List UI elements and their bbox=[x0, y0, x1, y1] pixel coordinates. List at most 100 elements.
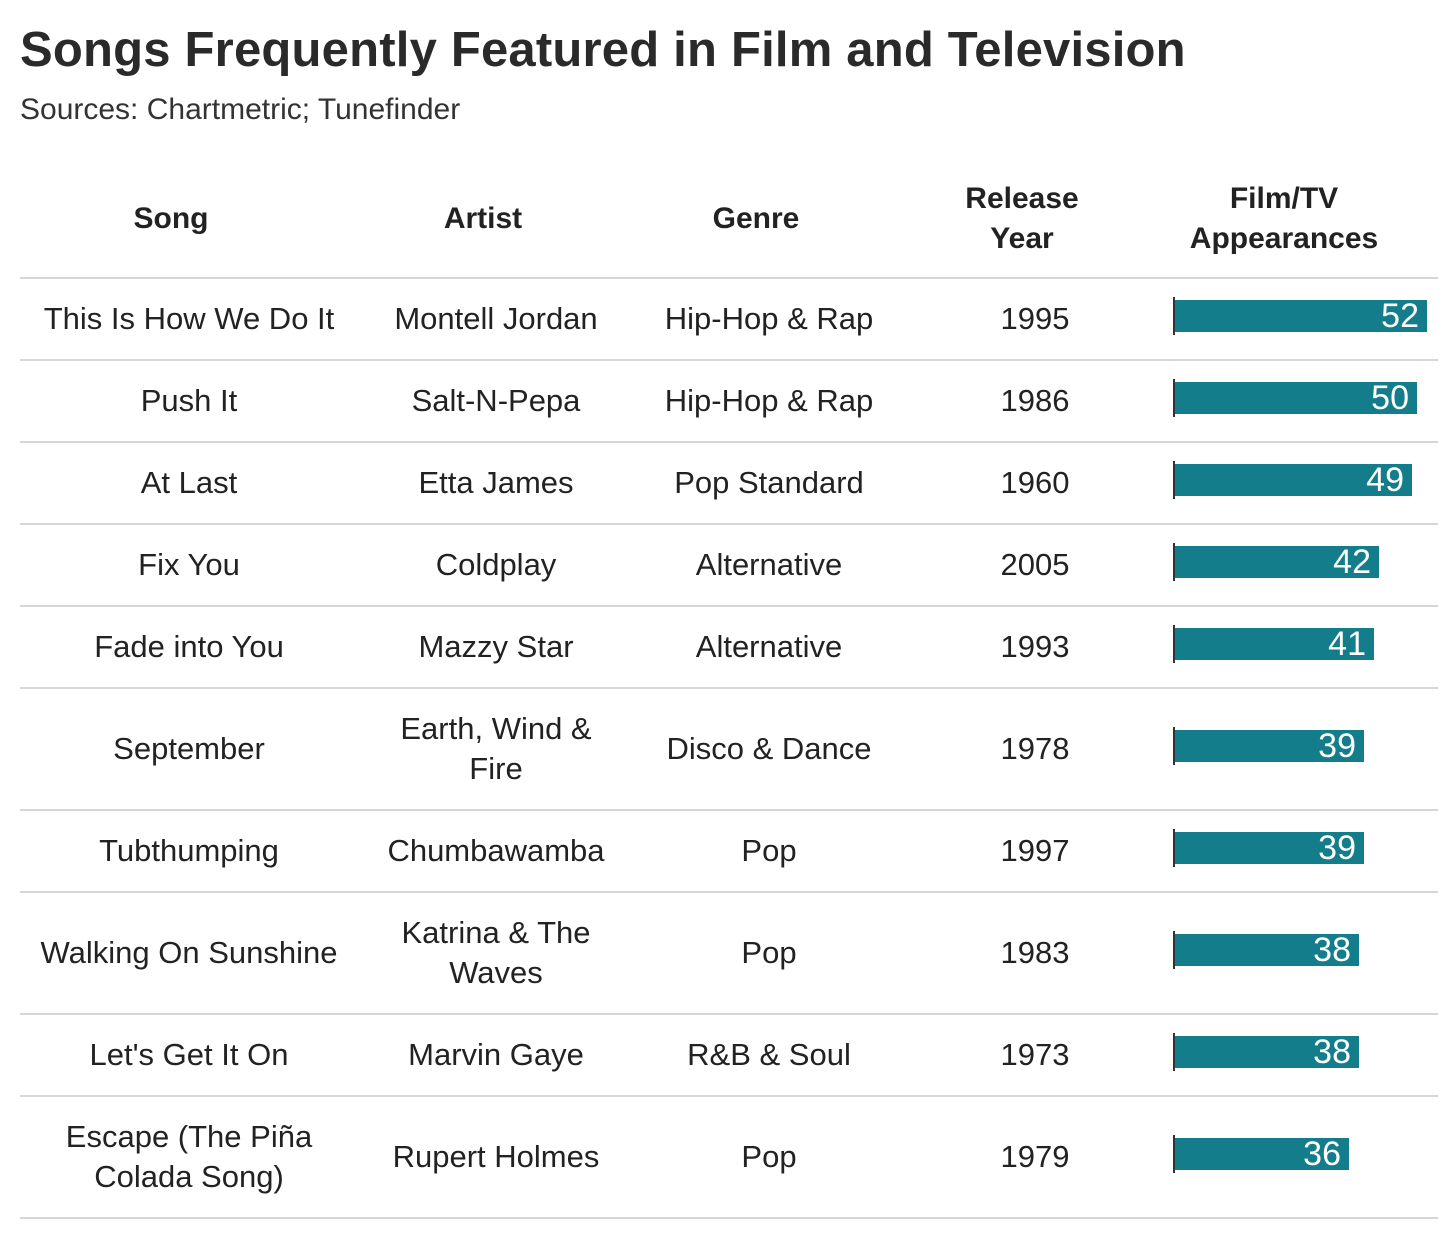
header-genre: Genre bbox=[634, 160, 904, 279]
table-header-row: Song Artist Genre Release Year Film/TV A… bbox=[20, 160, 1438, 279]
year-cell: 1979 bbox=[904, 1096, 1166, 1219]
artist-cell-text: Salt-N-Pepa bbox=[411, 383, 581, 418]
artist-cell: Montell Jordan bbox=[358, 278, 634, 361]
artist-cell: Etta James bbox=[358, 442, 634, 525]
genre-cell-text: Pop bbox=[741, 1139, 797, 1174]
bar-axis-tick bbox=[1173, 297, 1175, 335]
genre-cell-text: Pop Standard bbox=[674, 465, 864, 500]
song-cell-text: Tubthumping bbox=[99, 833, 279, 868]
bar-value-label: 52 bbox=[1381, 297, 1419, 335]
genre-cell-text: Pop bbox=[741, 833, 797, 868]
bar-axis-tick bbox=[1173, 727, 1175, 765]
header-release-year: Release Year bbox=[904, 160, 1166, 279]
header-release-year-line1: Release bbox=[965, 181, 1079, 215]
year-cell: 2005 bbox=[904, 524, 1166, 607]
year-cell-text: 2005 bbox=[1000, 547, 1070, 582]
appearances-cell: 41 bbox=[1166, 606, 1438, 689]
songs-table: Song Artist Genre Release Year Film/TV A… bbox=[20, 160, 1438, 1219]
bar-value-label: 38 bbox=[1313, 931, 1351, 969]
year-cell: 1993 bbox=[904, 606, 1166, 689]
appearances-cell: 36 bbox=[1166, 1096, 1438, 1219]
table-row: Walking On Sunshine Katrina & The Waves Po… bbox=[20, 892, 1438, 1015]
header-appearances: Film/TV Appearances bbox=[1166, 160, 1438, 279]
table-row: Escape (The Piña Colada Song) Rupert Holm… bbox=[20, 1096, 1438, 1219]
bar-axis-tick bbox=[1173, 625, 1175, 663]
appearances-bar: 38 bbox=[1175, 1033, 1359, 1071]
artist-cell: Chumbawamba bbox=[358, 810, 634, 893]
appearances-bar: 49 bbox=[1175, 461, 1412, 499]
song-cell: Fix You bbox=[20, 524, 358, 607]
song-cell-text: September bbox=[113, 731, 265, 766]
appearances-cell: 38 bbox=[1166, 892, 1438, 1015]
genre-cell: Pop Standard bbox=[634, 442, 904, 525]
song-cell: This Is How We Do It bbox=[20, 278, 358, 361]
chart-subtitle: Sources: Chartmetric; Tunefinder bbox=[20, 93, 461, 126]
artist-cell: Rupert Holmes bbox=[358, 1096, 634, 1219]
song-cell: Push It bbox=[20, 360, 358, 443]
appearances-bar: 41 bbox=[1175, 625, 1374, 663]
table-row: September Earth, Wind & Fire Disco & Dance… bbox=[20, 688, 1438, 811]
appearances-bar: 42 bbox=[1175, 543, 1379, 581]
artist-cell: Katrina & The Waves bbox=[358, 892, 634, 1015]
year-cell: 1997 bbox=[904, 810, 1166, 893]
song-cell-text: Fade into You bbox=[94, 629, 284, 664]
table-row: Fix You Coldplay Alternative 2005 42 bbox=[20, 524, 1438, 607]
song-cell-text: This Is How We Do It bbox=[43, 301, 335, 336]
song-cell: September bbox=[20, 688, 358, 811]
bar-value-label: 39 bbox=[1318, 829, 1356, 867]
table-row: Tubthumping Chumbawamba Pop 1997 39 bbox=[20, 810, 1438, 893]
artist-cell-text: Coldplay bbox=[435, 547, 557, 582]
artist-cell-text: Etta James bbox=[418, 465, 574, 500]
song-cell: Escape (The Piña Colada Song) bbox=[20, 1096, 358, 1219]
bar-axis-tick bbox=[1173, 1033, 1175, 1071]
bar-axis-tick bbox=[1173, 931, 1175, 969]
genre-cell: Alternative bbox=[634, 606, 904, 689]
bar-wrapper: 36 bbox=[1173, 1135, 1434, 1176]
year-cell-text: 1995 bbox=[1000, 301, 1070, 336]
genre-cell-text: R&B & Soul bbox=[687, 1037, 851, 1072]
year-cell: 1960 bbox=[904, 442, 1166, 525]
table-row: Let's Get It On Marvin Gaye R&B & Soul 1973… bbox=[20, 1014, 1438, 1097]
artist-cell-text: Katrina & The Waves bbox=[401, 915, 591, 990]
bar-value-label: 49 bbox=[1366, 461, 1404, 499]
table-row: At Last Etta James Pop Standard 1960 49 bbox=[20, 442, 1438, 525]
appearances-cell: 42 bbox=[1166, 524, 1438, 607]
header-appearances-line2: Appearances bbox=[1189, 221, 1379, 255]
song-cell: Walking On Sunshine bbox=[20, 892, 358, 1015]
artist-cell-text: Earth, Wind & Fire bbox=[400, 711, 592, 786]
genre-cell-text: Hip-Hop & Rap bbox=[664, 301, 874, 336]
year-cell-text: 1983 bbox=[1000, 935, 1070, 970]
bar-wrapper: 52 bbox=[1173, 297, 1434, 338]
bar-axis-tick bbox=[1173, 461, 1175, 499]
appearances-bar: 38 bbox=[1175, 931, 1359, 969]
artist-cell: Earth, Wind & Fire bbox=[358, 688, 634, 811]
bar-wrapper: 38 bbox=[1173, 931, 1434, 972]
song-cell-text: Push It bbox=[140, 383, 238, 418]
year-cell-text: 1960 bbox=[1000, 465, 1070, 500]
year-cell: 1978 bbox=[904, 688, 1166, 811]
bar-value-label: 36 bbox=[1303, 1135, 1341, 1173]
genre-cell: Disco & Dance bbox=[634, 688, 904, 811]
appearances-cell: 52 bbox=[1166, 278, 1438, 361]
header-appearances-line1: Film/TV bbox=[1229, 181, 1339, 215]
bar-axis-tick bbox=[1173, 1135, 1175, 1173]
genre-cell-text: Pop bbox=[741, 935, 797, 970]
bar-axis-tick bbox=[1173, 543, 1175, 581]
genre-cell: R&B & Soul bbox=[634, 1014, 904, 1097]
song-cell-text: Fix You bbox=[138, 547, 240, 582]
genre-cell-text: Hip-Hop & Rap bbox=[664, 383, 874, 418]
artist-cell-text: Mazzy Star bbox=[418, 629, 574, 664]
year-cell: 1986 bbox=[904, 360, 1166, 443]
appearances-bar: 39 bbox=[1175, 829, 1364, 867]
year-cell-text: 1993 bbox=[1000, 629, 1070, 664]
bar-value-label: 41 bbox=[1328, 625, 1366, 663]
song-cell-text: Walking On Sunshine bbox=[40, 935, 338, 970]
bar-axis-tick bbox=[1173, 379, 1175, 417]
bar-wrapper: 42 bbox=[1173, 543, 1434, 584]
bar-value-label: 39 bbox=[1318, 727, 1356, 765]
bar-wrapper: 39 bbox=[1173, 829, 1434, 870]
table-body: This Is How We Do It Montell Jordan Hip-Ho… bbox=[20, 278, 1438, 1219]
table-row: Push It Salt-N-Pepa Hip-Hop & Rap 1986 50 bbox=[20, 360, 1438, 443]
bar-wrapper: 49 bbox=[1173, 461, 1434, 502]
artist-cell-text: Chumbawamba bbox=[387, 833, 605, 868]
